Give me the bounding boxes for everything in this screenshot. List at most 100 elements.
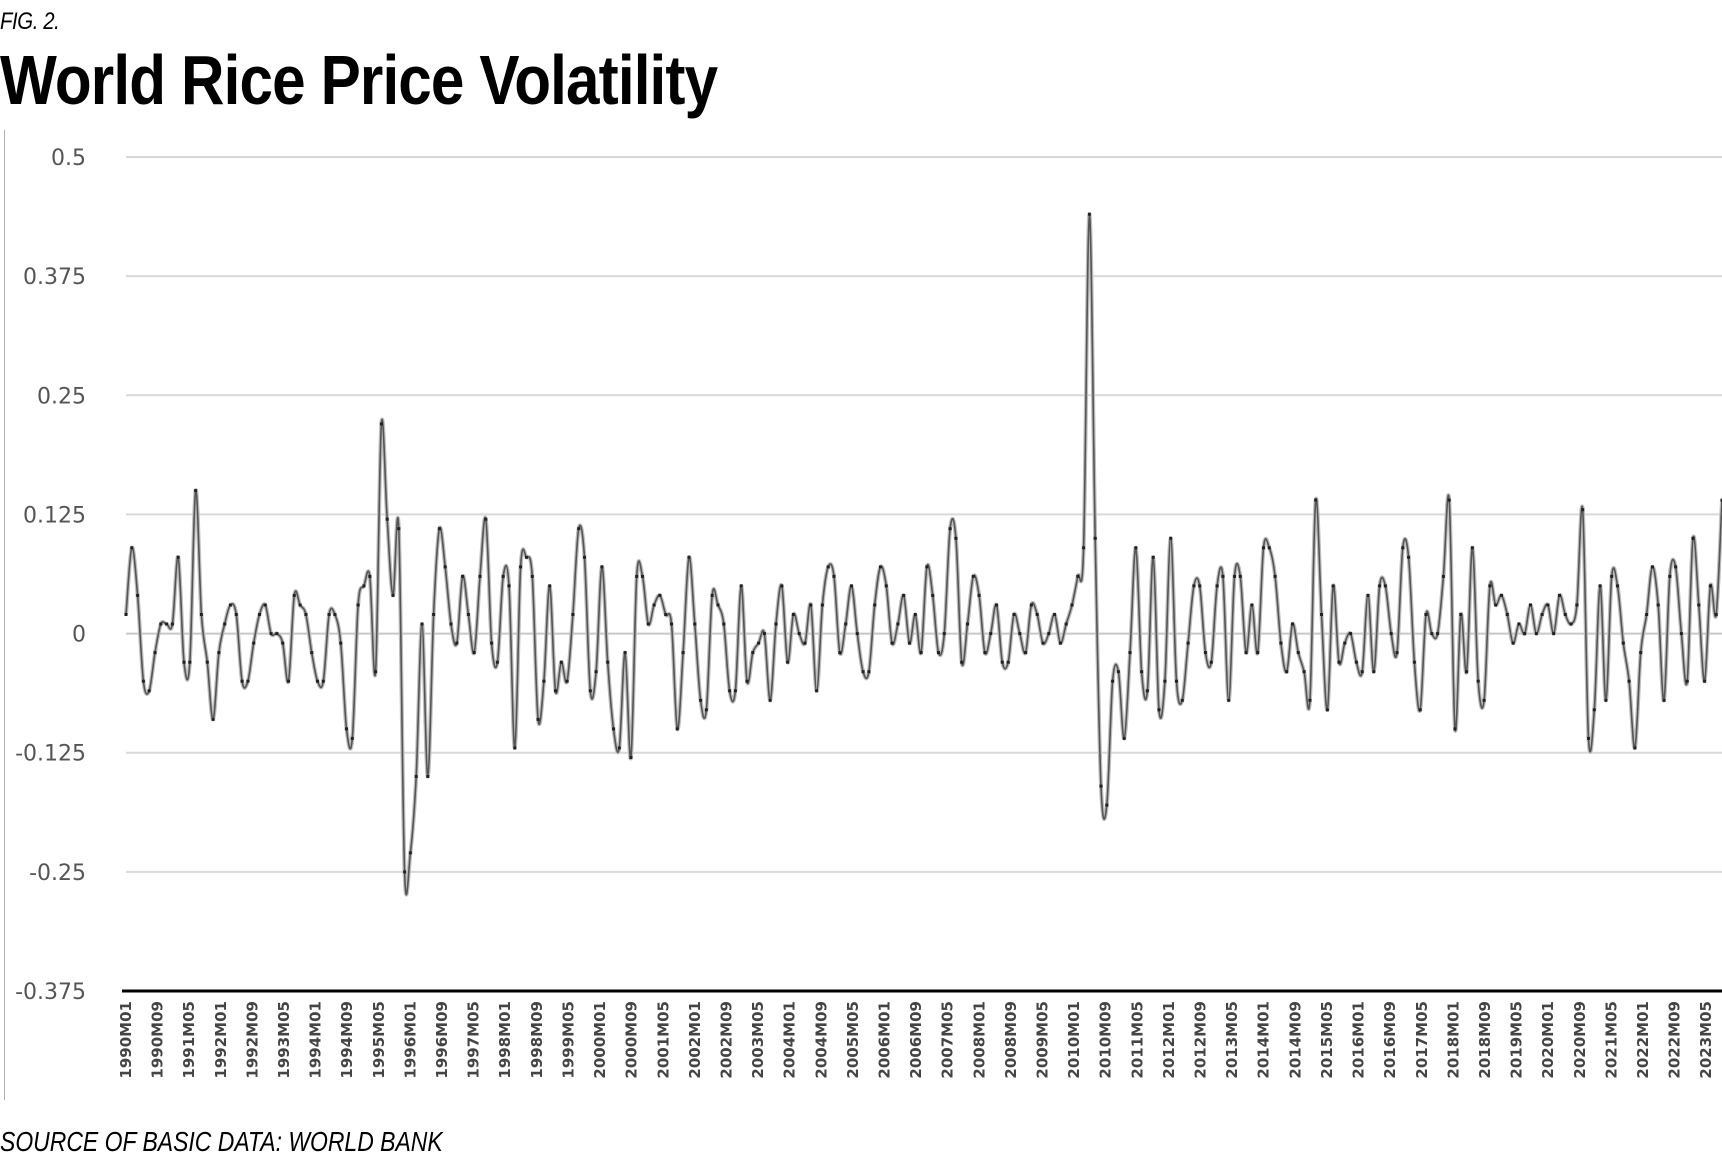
data-point <box>960 660 964 664</box>
data-point <box>1558 593 1561 597</box>
y-tick-label: -0.25 <box>29 861 86 886</box>
x-tick-label: 2020M01 <box>1539 1001 1557 1079</box>
data-point <box>1476 679 1480 683</box>
data-point <box>1639 651 1643 655</box>
data-point <box>1697 603 1701 607</box>
data-point <box>1563 613 1567 616</box>
data-point <box>693 622 697 626</box>
data-point <box>501 574 505 578</box>
x-tick-label: 2011M05 <box>1128 1001 1146 1079</box>
x-tick-label: 1995M05 <box>370 1001 388 1079</box>
y-tick-label: 0.25 <box>37 384 86 409</box>
data-point <box>443 565 447 569</box>
data-point <box>1111 679 1115 683</box>
x-tick-label: 2013M05 <box>1223 1001 1241 1079</box>
data-point <box>1215 584 1219 588</box>
data-point <box>577 527 581 531</box>
data-point <box>1105 803 1109 807</box>
data-point <box>768 698 772 702</box>
data-point <box>1302 670 1306 674</box>
y-tick-label: 0 <box>72 623 86 648</box>
data-point <box>310 651 314 655</box>
data-point <box>641 574 644 578</box>
x-tick-label: 1998M01 <box>496 1001 514 1079</box>
data-point <box>507 584 511 588</box>
data-point <box>652 603 656 607</box>
data-point <box>873 603 877 607</box>
data-point <box>670 622 673 626</box>
data-point <box>1343 641 1347 645</box>
data-point <box>1006 660 1010 664</box>
data-point <box>583 555 586 559</box>
data-point <box>316 679 319 683</box>
data-point <box>234 613 238 616</box>
data-point <box>733 689 737 693</box>
data-point <box>797 632 801 636</box>
x-tick-label: 2012M01 <box>1160 1001 1178 1079</box>
data-point <box>1360 670 1364 674</box>
x-axis-ticks: 1990M01 1990M09 1991M05 1992M01 1992M09 1993M… <box>117 1001 1715 1079</box>
data-point <box>246 679 250 683</box>
data-point <box>820 603 824 607</box>
data-point <box>1372 670 1376 674</box>
x-tick-label: 2014M09 <box>1286 1001 1304 1079</box>
data-point <box>803 641 807 645</box>
data-point <box>1616 584 1619 588</box>
data-point <box>461 574 465 578</box>
data-point <box>1447 498 1451 502</box>
data-point <box>646 622 650 626</box>
data-point <box>478 574 482 578</box>
data-point <box>1221 574 1225 578</box>
data-point <box>339 641 343 645</box>
data-point <box>844 622 848 626</box>
data-point <box>699 698 703 702</box>
y-tick-label: -0.375 <box>15 980 86 1005</box>
data-point <box>1424 613 1428 616</box>
data-point <box>176 555 180 559</box>
data-point <box>1320 613 1323 616</box>
data-point <box>1703 679 1707 683</box>
data-point <box>995 603 998 607</box>
data-point <box>1233 574 1236 578</box>
data-point <box>1169 536 1173 540</box>
data-point <box>861 670 865 674</box>
gridlines <box>126 156 1722 873</box>
data-point <box>304 613 308 616</box>
x-tick-label: 2020M09 <box>1571 1001 1589 1079</box>
data-point <box>466 613 470 616</box>
data-point <box>629 756 633 759</box>
data-point <box>635 574 639 578</box>
x-tick-label: 2010M01 <box>1065 1001 1083 1079</box>
x-tick-label: 2016M09 <box>1381 1001 1399 1079</box>
data-point <box>966 622 969 626</box>
x-tick-label: 1998M09 <box>528 1001 546 1079</box>
data-point <box>884 584 888 588</box>
x-tick-label: 2006M01 <box>875 1001 893 1079</box>
x-tick-label: 1992M09 <box>243 1001 261 1079</box>
data-point <box>983 651 987 655</box>
data-point <box>1436 632 1440 636</box>
data-point <box>896 622 900 626</box>
data-point <box>484 517 488 521</box>
x-tick-label: 2005M05 <box>844 1001 862 1079</box>
x-tick-label: 2008M09 <box>1002 1001 1020 1079</box>
data-point <box>890 641 894 645</box>
data-point <box>333 613 337 616</box>
data-point <box>403 870 407 874</box>
data-point <box>408 851 412 855</box>
data-point <box>977 593 981 597</box>
data-point <box>1227 698 1231 702</box>
data-point <box>170 622 174 626</box>
x-tick-label: 2002M09 <box>717 1001 735 1079</box>
data-point <box>1058 641 1062 645</box>
x-tick-label: 2012M09 <box>1192 1001 1210 1079</box>
data-point <box>1505 613 1509 616</box>
x-tick-label: 2009M05 <box>1034 1001 1052 1079</box>
data-point <box>1267 546 1271 550</box>
data-point <box>1041 641 1045 645</box>
data-point <box>594 670 598 674</box>
data-point <box>1389 632 1393 636</box>
y-tick-label: 0.125 <box>23 503 86 528</box>
data-point <box>1679 632 1683 636</box>
data-point <box>942 632 946 636</box>
